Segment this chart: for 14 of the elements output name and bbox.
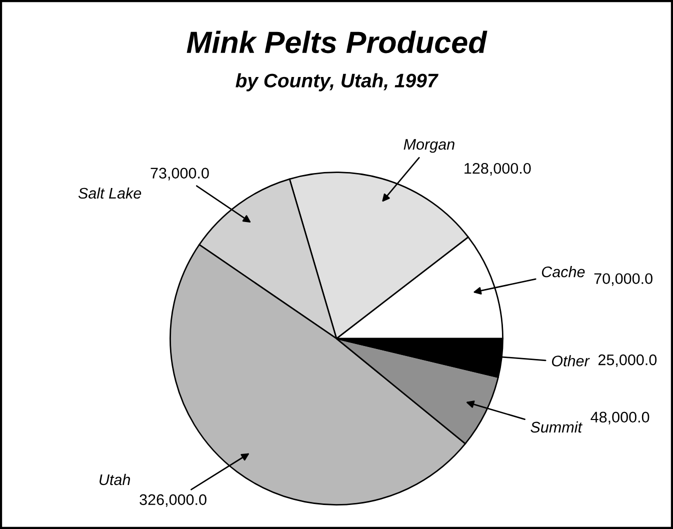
data-label: 73,000.0 [150,168,209,180]
data-label: 128,000.0 [464,162,531,176]
data-label: 326,000.0 [140,494,206,507]
chart-title: Mink Pelts Produced [186,30,488,54]
slice-label: Other [552,355,590,366]
slice-label: Summit [530,421,583,433]
data-label: 70,000.0 [594,273,652,286]
slice-label: Morgan [404,139,454,153]
slice-label: Salt Lake [78,187,142,199]
chart-subtitle: by County, Utah, 1997 [236,73,438,92]
data-label: 25,000.0 [598,354,657,368]
slice-label: Cache [542,266,585,278]
data-label: 48,000.0 [590,412,650,424]
slice-label: Utah [100,474,130,486]
